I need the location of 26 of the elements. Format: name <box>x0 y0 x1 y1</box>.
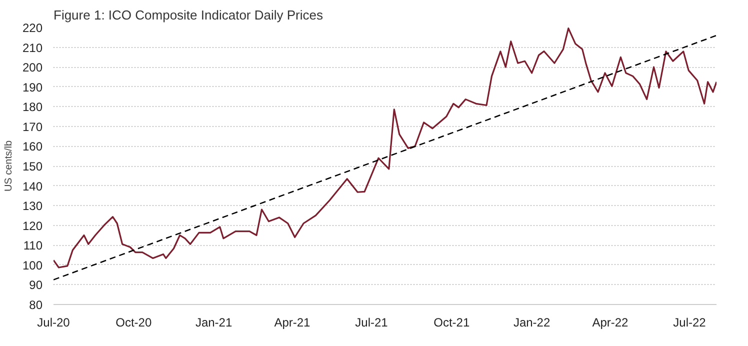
x-tick-label: Jul-20 <box>37 316 70 330</box>
x-tick-label: Apr-22 <box>592 316 629 330</box>
x-tick-label: Oct-21 <box>434 316 470 330</box>
x-tick-label: Jul-22 <box>673 316 706 330</box>
y-tick-label: 130 <box>22 199 43 214</box>
y-tick-label: 120 <box>22 218 43 233</box>
y-tick-label: 180 <box>22 100 43 114</box>
x-tick-label: Apr-21 <box>274 316 311 330</box>
x-tick-label: Jan-22 <box>513 316 550 330</box>
y-tick-label: 100 <box>22 258 43 272</box>
y-tick-label: 80 <box>29 298 43 312</box>
y-tick-label: 190 <box>22 80 43 94</box>
y-tick-label: 150 <box>22 160 43 174</box>
y-tick-label: 210 <box>22 40 43 55</box>
y-tick-label: 110 <box>23 238 43 253</box>
y-tick-label: 160 <box>22 140 43 154</box>
y-tick-label: 200 <box>22 60 43 75</box>
y-tick-label: 90 <box>29 278 43 292</box>
x-tick-label: Jul-21 <box>355 316 388 330</box>
y-tick-label: 170 <box>22 120 43 134</box>
chart-title: Figure 1: ICO Composite Indicator Daily Prices <box>54 8 324 22</box>
y-tick-label: 140 <box>22 179 43 194</box>
x-tick-label: Oct-20 <box>116 316 152 330</box>
y-tick-label: 220 <box>22 21 43 35</box>
x-tick-label: Jan-21 <box>195 316 232 330</box>
y-axis-title: US cents/lb <box>3 140 14 192</box>
